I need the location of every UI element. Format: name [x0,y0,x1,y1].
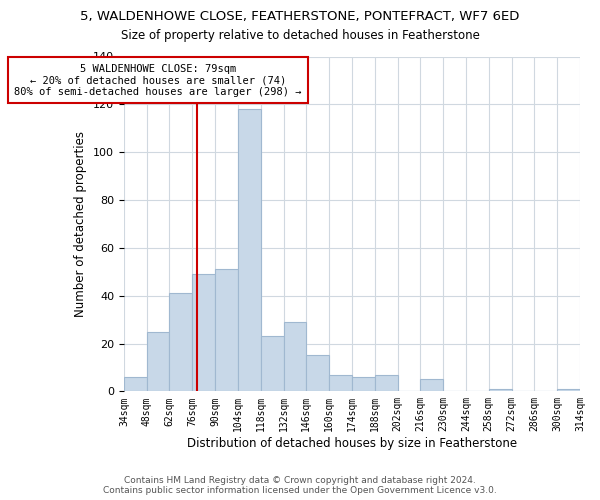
Bar [284,322,307,392]
Bar [352,377,375,392]
Bar [307,356,329,392]
Bar [261,336,284,392]
Bar [421,380,443,392]
Bar [329,374,352,392]
Text: Contains HM Land Registry data © Crown copyright and database right 2024.
Contai: Contains HM Land Registry data © Crown c… [103,476,497,495]
Bar [169,294,192,392]
Y-axis label: Number of detached properties: Number of detached properties [74,131,88,317]
Bar [146,332,169,392]
Text: 5 WALDENHOWE CLOSE: 79sqm
← 20% of detached houses are smaller (74)
80% of semi-: 5 WALDENHOWE CLOSE: 79sqm ← 20% of detac… [14,64,302,97]
Bar [215,270,238,392]
Text: Size of property relative to detached houses in Featherstone: Size of property relative to detached ho… [121,29,479,42]
Text: 5, WALDENHOWE CLOSE, FEATHERSTONE, PONTEFRACT, WF7 6ED: 5, WALDENHOWE CLOSE, FEATHERSTONE, PONTE… [80,10,520,23]
Bar [238,109,261,392]
Bar [192,274,215,392]
Bar [557,389,580,392]
Bar [489,389,512,392]
X-axis label: Distribution of detached houses by size in Featherstone: Distribution of detached houses by size … [187,437,517,450]
Bar [375,374,398,392]
Bar [124,377,146,392]
